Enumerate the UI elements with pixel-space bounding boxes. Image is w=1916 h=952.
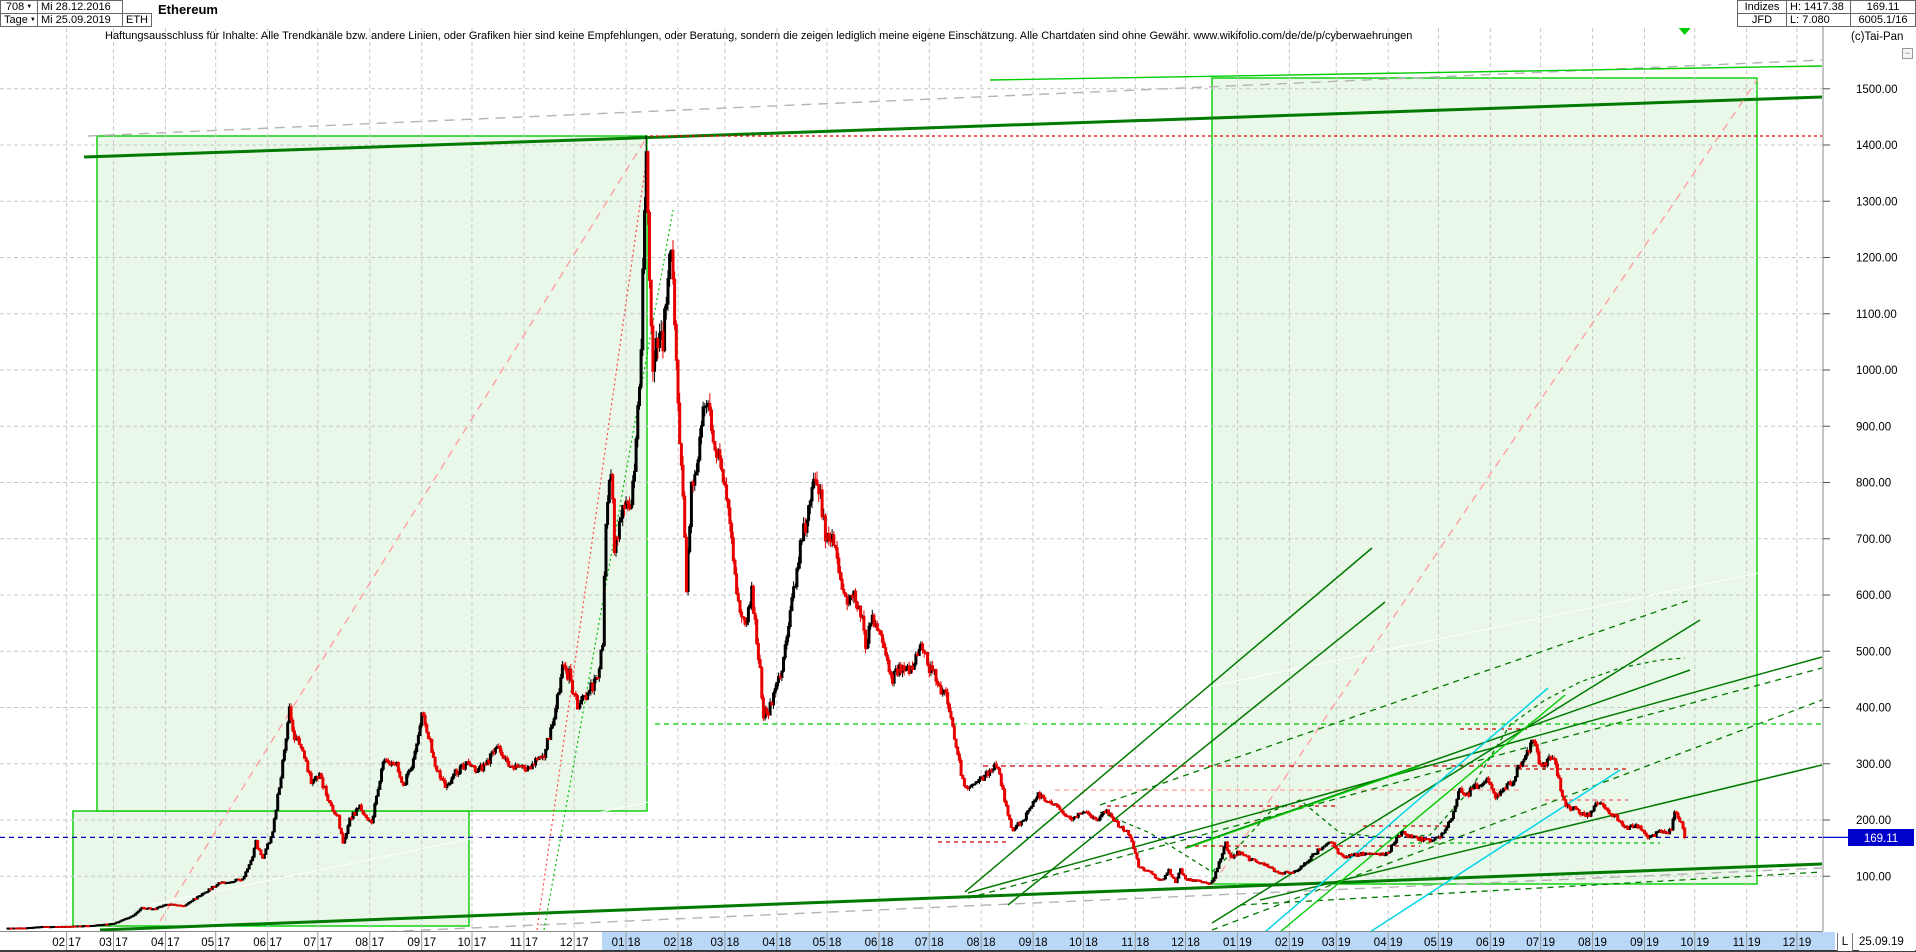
high-value: H: 1417.38: [1786, 0, 1851, 14]
svg-text:08 19: 08 19: [1578, 937, 1607, 949]
start-date-field[interactable]: Mi 28.12.2016: [37, 0, 123, 14]
svg-text:06 19: 06 19: [1476, 937, 1505, 949]
last-price-value: 169.11: [1850, 0, 1916, 14]
last-bar-marker-icon: [1678, 28, 1691, 35]
svg-text:12 17: 12 17: [560, 937, 589, 949]
svg-text:600.00: 600.00: [1856, 590, 1891, 602]
svg-text:05 19: 05 19: [1424, 937, 1453, 949]
svg-text:09 18: 09 18: [1019, 937, 1048, 949]
alt-quote-value: 6005.1/16: [1850, 13, 1916, 27]
svg-text:300.00: 300.00: [1856, 759, 1891, 771]
svg-text:06 18: 06 18: [865, 937, 894, 949]
svg-text:500.00: 500.00: [1856, 646, 1891, 658]
price-axis[interactable]: 1500.00 1400.00 1300.00 1200.00 1100.00 1000.…: [1822, 26, 1916, 932]
svg-text:900.00: 900.00: [1856, 421, 1891, 433]
svg-text:08 17: 08 17: [355, 937, 384, 949]
copyright-label: (c)Tai-Pan: [1851, 31, 1904, 43]
svg-text:02 18: 02 18: [664, 937, 693, 949]
chevron-down-icon: ▼: [26, 4, 33, 10]
last-price-badge: 169.11: [1823, 829, 1914, 846]
last-marker-label: L: [1837, 933, 1853, 951]
svg-text:02 19: 02 19: [1275, 937, 1304, 949]
page-title: Ethereum: [158, 2, 218, 17]
svg-text:100.00: 100.00: [1856, 871, 1891, 883]
svg-text:700.00: 700.00: [1856, 534, 1891, 546]
collapse-button[interactable]: −: [1902, 48, 1913, 59]
svg-text:01 19: 01 19: [1223, 937, 1252, 949]
svg-text:08 18: 08 18: [967, 937, 996, 949]
svg-text:03 19: 03 19: [1322, 937, 1351, 949]
svg-text:1200.00: 1200.00: [1856, 253, 1898, 265]
low-value: L: 7.080: [1786, 13, 1851, 27]
trend-channel-boxes: [72, 77, 1758, 927]
svg-text:04 17: 04 17: [151, 937, 180, 949]
horizontal-gridlines: [0, 88, 1822, 877]
period-dropdown[interactable]: 708 ▼: [0, 0, 38, 14]
svg-text:09 19: 09 19: [1630, 937, 1659, 949]
svg-text:11 19: 11 19: [1733, 937, 1761, 949]
svg-text:1500.00: 1500.00: [1856, 84, 1898, 96]
svg-text:169.11: 169.11: [1864, 833, 1898, 845]
symbol-field[interactable]: ETH: [122, 13, 152, 27]
svg-text:07 19: 07 19: [1526, 937, 1555, 949]
svg-text:1100.00: 1100.00: [1856, 309, 1897, 321]
svg-text:09 17: 09 17: [407, 937, 436, 949]
svg-text:11 18: 11 18: [1121, 937, 1149, 949]
trendline-overlays[interactable]: [0, 59, 1823, 941]
svg-text:02 17: 02 17: [52, 937, 81, 949]
datafeed-label: JFD: [1737, 13, 1787, 27]
svg-text:03 17: 03 17: [99, 937, 128, 949]
timeframe-dropdown[interactable]: Tage ▼: [0, 13, 38, 27]
last-date-label: 25.09.19: [1859, 933, 1915, 951]
svg-text:11 17: 11 17: [510, 937, 538, 949]
svg-text:06 17: 06 17: [253, 937, 282, 949]
svg-text:1300.00: 1300.00: [1856, 196, 1898, 208]
svg-text:1000.00: 1000.00: [1856, 365, 1898, 377]
end-date-field[interactable]: Mi 25.09.2019: [37, 13, 123, 27]
svg-text:12 19: 12 19: [1783, 937, 1812, 949]
svg-text:10 19: 10 19: [1680, 937, 1709, 949]
svg-text:05 18: 05 18: [813, 937, 842, 949]
svg-text:10 17: 10 17: [458, 937, 487, 949]
svg-text:04 19: 04 19: [1374, 937, 1403, 949]
svg-text:07 17: 07 17: [303, 937, 332, 949]
date-axis[interactable]: 02 17 03 17 04 17 05 17 06 17 07 17 08 17 09 17…: [0, 931, 1916, 952]
svg-text:04 18: 04 18: [762, 937, 791, 949]
svg-text:200.00: 200.00: [1856, 815, 1891, 827]
svg-text:10 18: 10 18: [1069, 937, 1098, 949]
svg-text:07 18: 07 18: [915, 937, 944, 949]
svg-text:800.00: 800.00: [1856, 478, 1891, 490]
candles-down: [9, 150, 1687, 930]
svg-text:12 18: 12 18: [1171, 937, 1200, 949]
exchange-label: Indizes: [1737, 0, 1787, 14]
candles-up: [6, 135, 1677, 930]
chevron-down-icon: ▼: [29, 17, 36, 23]
svg-text:05 17: 05 17: [201, 937, 230, 949]
svg-text:1400.00: 1400.00: [1856, 140, 1898, 152]
svg-text:400.00: 400.00: [1856, 703, 1891, 715]
moving-average-dashed: [1099, 657, 1686, 873]
svg-text:03 18: 03 18: [711, 937, 740, 949]
disclaimer-text: Haftungsausschluss für Inhalte: Alle Tre…: [105, 30, 1413, 42]
svg-text:01 18: 01 18: [612, 937, 641, 949]
